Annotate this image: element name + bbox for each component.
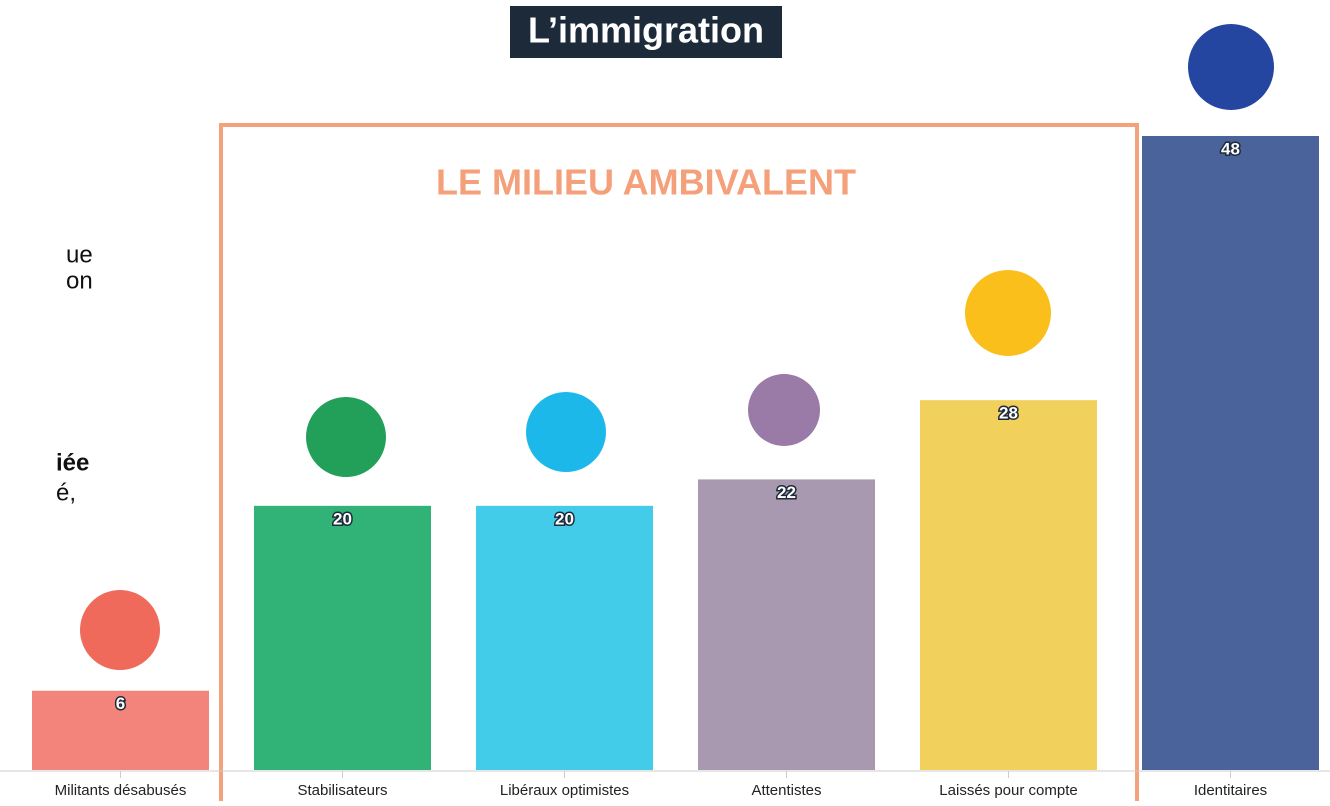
value-label: 28: [999, 404, 1018, 423]
x-tick-label: Militants désabusés: [55, 782, 187, 799]
value-label: 20: [555, 509, 574, 528]
x-tick-label: Libéraux optimistes: [500, 782, 629, 799]
value-label: 48: [1221, 139, 1240, 158]
x-tick-label: Laissés pour compte: [939, 782, 1077, 799]
x-tick-label: Identitaires: [1194, 782, 1267, 799]
avatar-circle: [748, 374, 820, 446]
bar: [476, 505, 653, 770]
group-box: [219, 123, 1139, 806]
annotation: on: [66, 267, 93, 294]
bar: [254, 505, 431, 770]
value-label: 6: [116, 694, 125, 713]
avatar-circle: [80, 590, 160, 670]
x-tick-label: Stabilisateurs: [297, 782, 387, 799]
annotation: ue: [66, 241, 93, 268]
value-label: 20: [333, 509, 352, 528]
group-title: LE MILIEU AMBIVALENT: [436, 162, 856, 203]
bar: [32, 690, 209, 770]
annotation: é,: [56, 479, 76, 506]
bar: [1142, 136, 1319, 770]
bar: [698, 479, 875, 770]
chart-title: L’immigration: [528, 10, 764, 51]
avatar-circle: [306, 397, 386, 477]
bar: [920, 400, 1097, 770]
annotation: iée: [56, 449, 89, 476]
illustrations: [80, 24, 1274, 670]
avatar-circle: [526, 392, 606, 472]
title-background: [510, 6, 782, 58]
avatar-circle: [965, 270, 1051, 356]
avatar-circle: [1188, 24, 1274, 110]
x-tick-label: Attentistes: [751, 782, 821, 799]
value-label: 22: [777, 483, 796, 502]
